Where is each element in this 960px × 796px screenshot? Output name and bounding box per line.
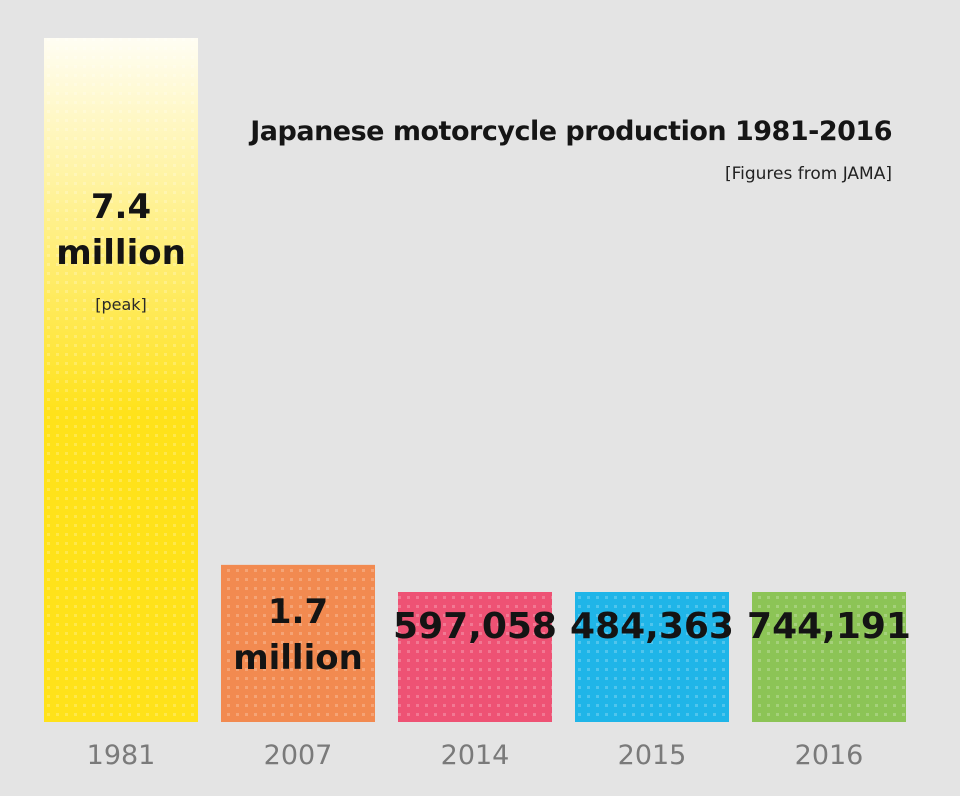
bar-fade-1981: [44, 38, 198, 722]
data-label-2007-2: million: [233, 638, 363, 678]
data-label-1981-2: million: [56, 233, 186, 273]
data-label-2015: 484,363: [570, 606, 734, 647]
x-tick-label-2014: 2014: [441, 740, 510, 771]
data-label-1981-3: [peak]: [95, 295, 147, 314]
bar-texture-2014: [398, 592, 552, 722]
data-label-1981-1: 7.4: [91, 187, 151, 227]
x-tick-label-2015: 2015: [618, 740, 687, 771]
x-tick-label-2007: 2007: [264, 740, 333, 771]
data-label-2016: 744,191: [747, 606, 911, 647]
bar-texture-2007: [221, 564, 375, 722]
x-tick-label-1981: 1981: [87, 740, 156, 771]
bar-texture-2016: [752, 592, 906, 722]
x-tick-label-2016: 2016: [795, 740, 864, 771]
chart-subtitle: [Figures from JAMA]: [724, 164, 892, 184]
data-label-2007-1: 1.7: [268, 592, 328, 632]
bar-texture-2015: [575, 592, 729, 722]
data-label-2014: 597,058: [393, 606, 557, 647]
chart-title: Japanese motorcycle production 1981-2016: [250, 116, 892, 147]
